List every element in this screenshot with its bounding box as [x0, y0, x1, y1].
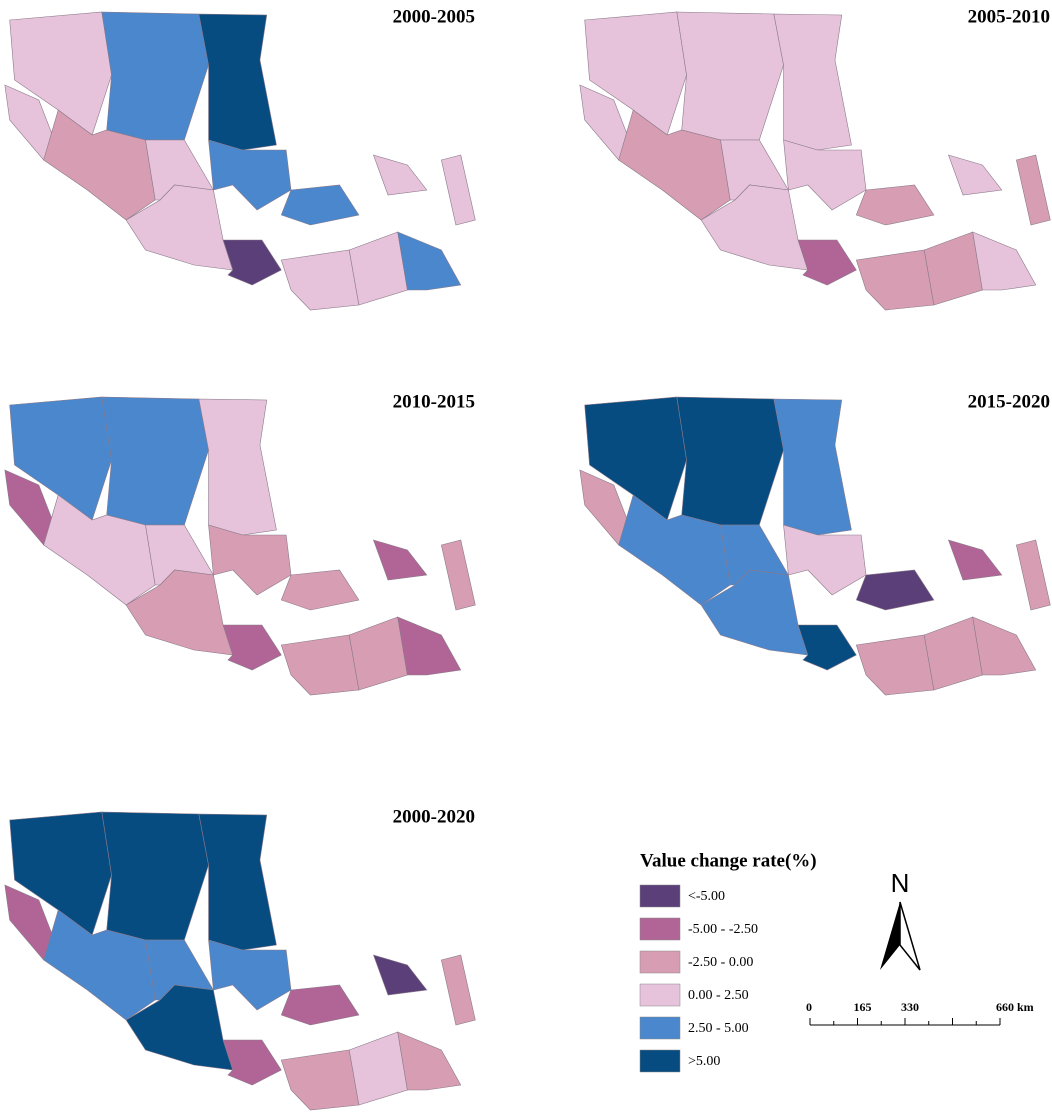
legend-swatch [639, 1049, 681, 1073]
region [101, 811, 209, 941]
region [440, 954, 476, 1026]
region [972, 616, 1037, 676]
region [280, 1049, 360, 1111]
region [372, 154, 428, 196]
region [280, 249, 360, 311]
legend-title: Value change rate(%) [640, 850, 817, 871]
region [280, 984, 360, 1026]
region [440, 154, 476, 226]
region [208, 939, 292, 1011]
region [797, 239, 857, 286]
region [783, 139, 867, 211]
scale-label: 330 [901, 1000, 919, 1014]
region [397, 616, 462, 676]
region [348, 1031, 408, 1106]
legend-swatch [639, 884, 681, 908]
region [222, 1039, 282, 1086]
region [1015, 154, 1051, 226]
region [280, 634, 360, 696]
legend-label: <-5.00 [688, 889, 725, 904]
region [797, 624, 857, 671]
region [208, 139, 292, 211]
legend-swatch [639, 950, 681, 974]
region [855, 569, 935, 611]
scale-label: 0 [806, 1000, 812, 1014]
region [440, 539, 476, 611]
region [198, 13, 277, 151]
region [397, 231, 462, 291]
region [1015, 539, 1051, 611]
region [280, 569, 360, 611]
region [222, 239, 282, 286]
region [198, 813, 277, 951]
region [947, 154, 1003, 196]
region [348, 616, 408, 691]
legend-label: -2.50 - 0.00 [688, 955, 753, 970]
legend-swatch [639, 983, 681, 1007]
region [972, 231, 1037, 291]
north-arrow [880, 902, 900, 970]
region [676, 11, 784, 141]
region [923, 616, 983, 691]
region [348, 231, 408, 306]
region [676, 396, 784, 526]
region [773, 398, 852, 536]
region [855, 634, 935, 696]
region [280, 184, 360, 226]
region [101, 396, 209, 526]
region [372, 539, 428, 581]
region [372, 954, 428, 996]
legend-swatch [639, 1016, 681, 1040]
region [855, 184, 935, 226]
region [397, 1031, 462, 1091]
panel-title: 2005-2010 [968, 6, 1050, 27]
region [198, 398, 277, 536]
region [855, 249, 935, 311]
north-label: N [891, 868, 910, 898]
panel-title: 2015-2020 [968, 391, 1050, 412]
legend-label: >5.00 [688, 1054, 720, 1069]
panel-title: 2010-2015 [393, 391, 475, 412]
region [222, 624, 282, 671]
legend-label: 0.00 - 2.50 [688, 988, 749, 1003]
legend-label: 2.50 - 5.00 [688, 1021, 749, 1036]
panel-title: 2000-2005 [393, 6, 475, 27]
legend-swatch [639, 917, 681, 941]
region [947, 539, 1003, 581]
region [208, 524, 292, 596]
region [101, 11, 209, 141]
region [783, 524, 867, 596]
panel-title: 2000-2020 [393, 806, 475, 827]
region [923, 231, 983, 306]
scale-label: 660 km [996, 1000, 1034, 1014]
region [773, 13, 852, 151]
legend-label: -5.00 - -2.50 [688, 922, 758, 937]
scale-label: 165 [854, 1000, 872, 1014]
north-arrow [899, 901, 921, 971]
